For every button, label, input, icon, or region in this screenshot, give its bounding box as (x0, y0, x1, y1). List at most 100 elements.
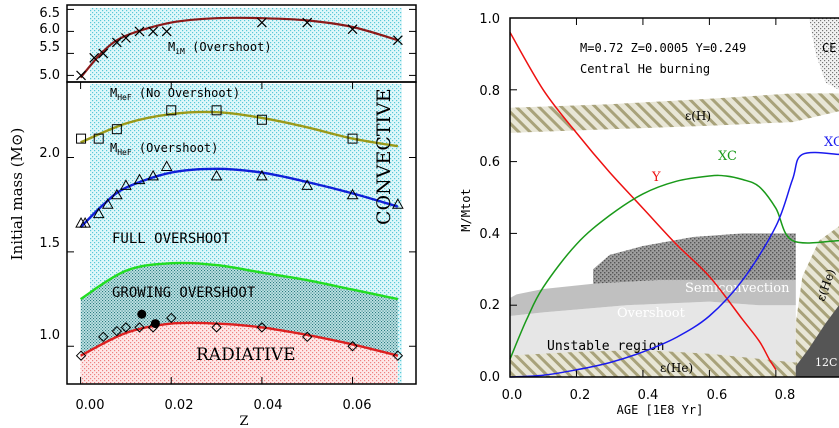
region-label-overshoot: Overshoot (617, 306, 686, 321)
region-label-ce: CE (822, 41, 836, 55)
header-line-1: M=0.72 Z=0.0005 Y=0.249 (580, 41, 746, 55)
series-line (80, 110, 399, 148)
data-point-diamond (134, 322, 145, 333)
series-label-xo: XC (824, 135, 839, 150)
series-line (79, 16, 399, 79)
region-label-unstable: Unstable region (547, 339, 664, 354)
data-point-triangle (79, 217, 91, 228)
region-label-convective: CONVECTIVE (373, 88, 395, 225)
mim-label: MiM (Overshoot) (168, 40, 272, 56)
header-line-2: Central He burning (580, 62, 710, 76)
xtick-label: 0.2 (570, 388, 591, 403)
label-mhef-overshoot: MHeF (Overshoot) (110, 141, 218, 157)
xtick-label: 0.4 (638, 388, 659, 403)
data-point-cross (76, 70, 86, 81)
data-point-square (347, 133, 358, 144)
xtick-label: 0.00 (76, 398, 105, 413)
y-axis-label: M/Mtot (459, 188, 473, 231)
region-label-12c: 12C (815, 356, 837, 369)
data-point-filled (150, 319, 160, 329)
series-label-xc: XC (718, 149, 737, 164)
region-label-full-overshoot: FULL OVERSHOOT (112, 231, 231, 247)
data-point-diamond (211, 322, 222, 333)
ytick-label: 6.0 (39, 22, 60, 37)
data-point-diamond (302, 331, 313, 343)
data-point-cross (120, 33, 131, 43)
xtick-label: 0.02 (165, 398, 194, 413)
data-point-cross (134, 26, 145, 37)
data-point-triangle (101, 198, 114, 209)
ytick-label: 0.4 (479, 227, 500, 242)
right-panel: M=0.72 Z=0.0005 Y=0.249 Central He burni… (459, 12, 839, 417)
ytick-label: 1.0 (479, 12, 500, 27)
eps-he-band-side (795, 226, 839, 377)
data-point-square (166, 105, 177, 116)
data-point-triangle (111, 188, 123, 200)
region-label-16o: 16O (815, 384, 838, 397)
xtick-label: 0.8 (775, 388, 796, 403)
data-point-triangle (256, 169, 268, 181)
series-line (509, 32, 777, 371)
data-point-triangle (346, 188, 359, 200)
overshoot-region (510, 280, 796, 316)
series-line (79, 167, 399, 229)
left-bottom-panel: MHeF (No Overshoot) MHeF (Overshoot) CON… (39, 81, 417, 428)
y-axis-label-left: Initial mass (M⊙) (8, 128, 26, 261)
ytick-label: 5.0 (39, 68, 60, 83)
ytick-label: 0.0 (479, 370, 500, 385)
data-point-diamond (392, 350, 404, 361)
data-point-triangle (147, 169, 159, 181)
ytick-label: 5.5 (39, 40, 60, 55)
data-point-filled (137, 309, 147, 319)
region-label-growing-overshoot: GROWING OVERSHOOT (112, 285, 256, 301)
xtick-label: 0.6 (707, 388, 728, 403)
data-point-cross (302, 17, 313, 28)
eps-h-band (510, 93, 839, 133)
data-point-square (93, 133, 104, 144)
data-point-square (111, 124, 122, 135)
x-axis-label: AGE [1E8 Yr] (617, 403, 704, 417)
semiconvection-region (593, 233, 796, 284)
data-point-cross (161, 26, 172, 37)
data-point-cross (148, 26, 159, 37)
data-point-triangle (133, 173, 146, 185)
data-point-triangle (392, 198, 404, 209)
data-point-diamond (347, 341, 358, 352)
data-point-cross (98, 48, 109, 59)
x-axis-label: Z (239, 414, 248, 428)
data-point-diamond (256, 322, 268, 333)
series-line (509, 151, 839, 378)
xtick-label: 0.06 (343, 398, 372, 413)
left-top-panel: MiM (Overshoot) 5.0 5.5 6.0 6.5 (39, 4, 417, 83)
ytick-label: 6.5 (39, 6, 60, 21)
data-point-triangle (301, 179, 314, 190)
data-point-triangle (160, 160, 173, 171)
region-label-eps-he-bottom: ε(He) (660, 361, 693, 375)
co-core (795, 305, 839, 377)
series-line (509, 174, 839, 360)
ytick-label: 1.5 (39, 236, 60, 251)
data-point-triangle (210, 169, 223, 181)
ytick-label: 0.2 (479, 298, 500, 313)
data-point-diamond (120, 322, 132, 333)
data-point-cross (111, 37, 122, 48)
data-point-diamond (166, 312, 177, 324)
series-line (79, 261, 399, 301)
xtick-label: 0.04 (254, 398, 283, 413)
region-label-semiconvection: Semiconvection (685, 281, 790, 296)
data-point-cross (89, 52, 100, 63)
growing-overshoot-band (80, 262, 398, 356)
region-label-radiative: RADIATIVE (196, 345, 296, 365)
data-point-diamond (98, 331, 109, 343)
ytick-label: 0.8 (479, 84, 500, 99)
data-point-square (76, 133, 87, 144)
plot-frame (66, 81, 417, 385)
ytick-label: 1.0 (39, 328, 60, 343)
label-mhef-no-overshoot: MHeF (No Overshoot) (110, 86, 240, 102)
region-label-eps-h: ε(H) (685, 109, 711, 123)
series-label-y: Y (651, 170, 661, 185)
ce-region (809, 18, 839, 90)
ytick-label: 0.6 (479, 155, 500, 170)
data-point-square (211, 105, 222, 116)
overshoot-band (90, 8, 402, 80)
